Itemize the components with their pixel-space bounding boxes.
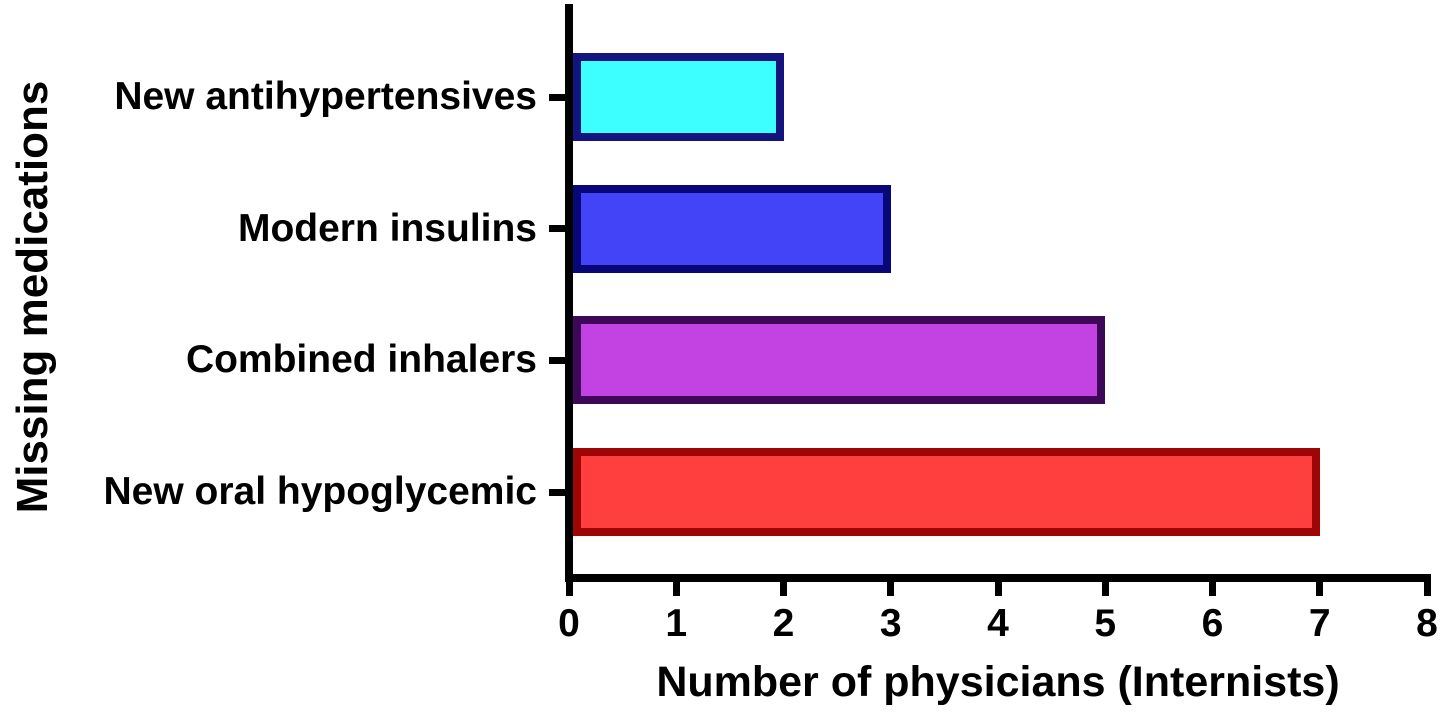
category-label: Combined inhalers: [185, 338, 537, 382]
x-tick-label: 4: [987, 602, 1009, 645]
x-tick-label: 8: [1416, 602, 1438, 645]
bar-3: [573, 316, 1106, 405]
y-axis-title: Missing medications: [8, 80, 57, 514]
x-axis-tick: [565, 582, 573, 596]
bar-1: [573, 53, 784, 141]
x-axis-tick: [994, 582, 1002, 596]
x-axis-tick: [780, 582, 787, 596]
x-axis-tick: [1316, 582, 1324, 596]
y-axis-tick: [549, 488, 566, 496]
x-tick-label: 1: [665, 602, 688, 645]
category-label: New oral hypoglycemic: [103, 470, 537, 513]
y-axis-tick: [549, 356, 566, 364]
bar-2: [573, 184, 891, 273]
x-axis-line: [565, 574, 1431, 582]
x-tick-label: 2: [772, 602, 795, 645]
y-axis-tick: [549, 93, 566, 101]
x-tick-label: 3: [879, 602, 902, 645]
category-label: New antihypertensives: [114, 75, 537, 118]
x-tick-label: 6: [1201, 602, 1224, 645]
x-tick-label: 7: [1308, 602, 1331, 645]
bar-4: [573, 448, 1320, 536]
x-axis-tick: [1423, 582, 1431, 596]
y-axis-line: [565, 4, 573, 582]
x-axis-tick: [1101, 582, 1109, 596]
category-label: Modern insulins: [237, 206, 537, 250]
x-tick-label: 0: [558, 602, 580, 645]
x-axis-tick: [887, 582, 895, 596]
x-axis-tick: [1209, 582, 1216, 596]
x-axis-tick: [672, 582, 680, 596]
y-axis-tick: [549, 225, 566, 233]
x-axis-title: Number of physicians (Internists): [656, 658, 1340, 706]
x-tick-label: 5: [1094, 602, 1117, 645]
